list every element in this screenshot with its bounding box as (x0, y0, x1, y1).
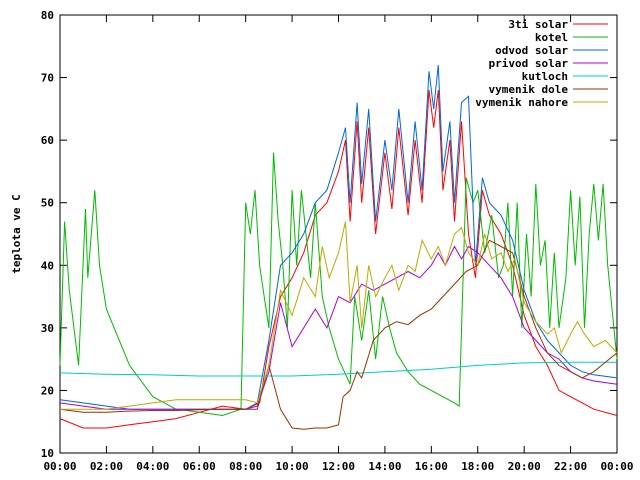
y-tick-label: 50 (41, 197, 54, 210)
x-tick-label: 08:00 (229, 460, 262, 473)
legend-label: privod solar (489, 57, 569, 70)
y-axis-ticks: 10 20 30 40 50 60 70 80 (41, 9, 617, 460)
legend-label: odvod solar (495, 44, 568, 57)
y-tick-label: 60 (41, 134, 54, 147)
x-tick-label: 06:00 (183, 460, 216, 473)
series-line-vymenik-nahore (60, 221, 618, 410)
x-tick-label: 18:00 (461, 460, 494, 473)
legend-label: kutloch (522, 70, 568, 83)
x-tick-label: 00:00 (43, 460, 76, 473)
x-tick-label: 14:00 (368, 460, 401, 473)
series-lines (59, 65, 618, 430)
legend-label: kotel (535, 31, 568, 44)
x-tick-label: 20:00 (508, 460, 541, 473)
y-tick-label: 40 (41, 259, 54, 272)
series-line-odvod-solar (59, 65, 618, 410)
x-tick-label: 00:00 (600, 460, 633, 473)
x-tick-label: 16:00 (415, 460, 448, 473)
x-tick-label: 22:00 (554, 460, 587, 473)
series-line-3ti-solar (59, 90, 618, 429)
x-tick-label: 12:00 (322, 460, 355, 473)
x-tick-label: 10:00 (276, 460, 309, 473)
series-line-vymenik-dole (59, 239, 618, 430)
y-tick-label: 70 (41, 72, 54, 85)
series-line-kotel (59, 152, 618, 417)
y-axis-label: teplota ve C (10, 194, 23, 273)
x-tick-label: 02:00 (90, 460, 123, 473)
x-axis-ticks: 00:00 02:00 04:00 06:00 08:00 10:00 12:00 14:00… (43, 15, 634, 473)
series-line-kutloch (59, 361, 617, 377)
y-tick-label: 10 (41, 447, 54, 460)
y-tick-label: 30 (41, 322, 54, 335)
y-tick-label: 80 (41, 9, 54, 22)
legend-label: vymenik nahore (475, 96, 568, 109)
legend-label: vymenik dole (489, 83, 569, 96)
y-tick-label: 20 (41, 384, 54, 397)
x-tick-label: 04:00 (136, 460, 169, 473)
legend-label: 3ti solar (508, 18, 568, 31)
